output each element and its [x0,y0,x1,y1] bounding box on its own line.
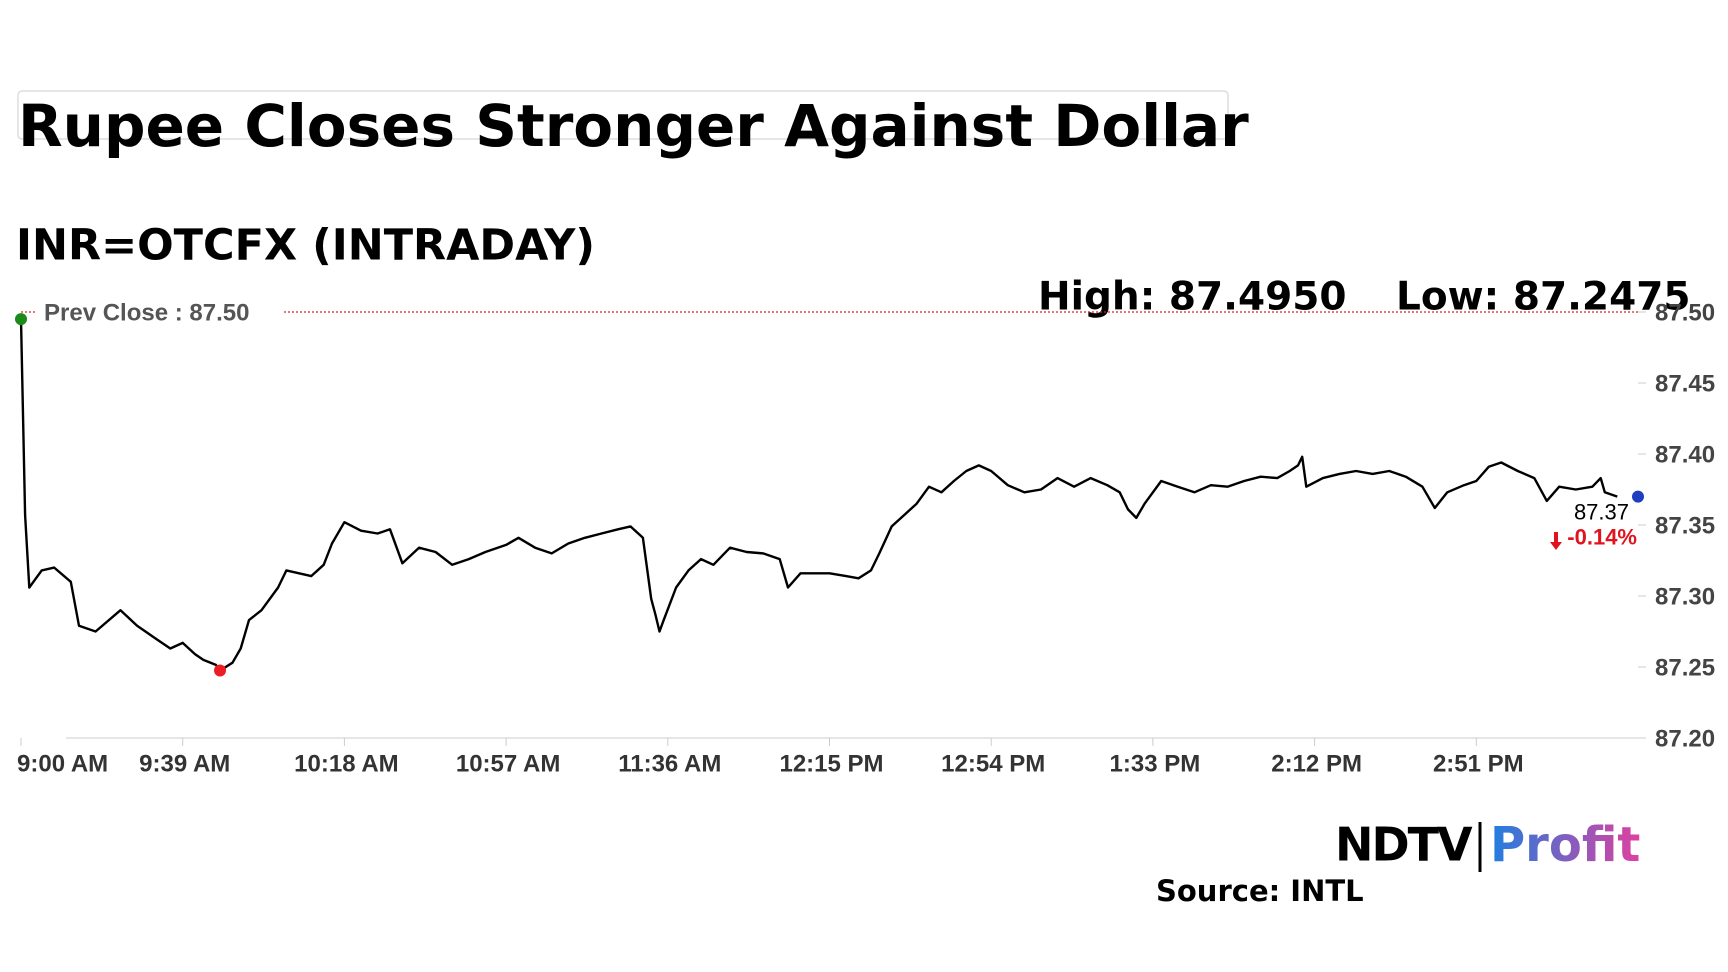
marker [15,313,27,326]
marker [1632,490,1644,503]
x-tick-label: 9:00 AM [17,750,108,777]
low-label: Low: 87.2475 [1396,275,1690,320]
x-tick-label: 12:54 PM [941,750,1045,777]
down-arrow [1550,532,1562,550]
y-tick-label: 87.30 [1655,583,1715,610]
x-tick-label: 9:39 AM [139,750,230,777]
y-tick-label: 87.45 [1655,370,1715,397]
x-tick-label: 2:12 PM [1271,750,1362,777]
x-tick-label: 11:36 AM [618,750,721,777]
price-line [19,319,1618,672]
x-tick-label: 2:51 PM [1433,750,1524,777]
y-tick-label: 87.35 [1655,512,1715,539]
logo-profit: Profit [1490,817,1640,873]
x-tick-label: 1:33 PM [1110,750,1201,777]
x-tick-label: 10:18 AM [294,750,398,777]
reference-label: Prev Close : 87.50 [44,299,249,326]
logo-ndtv: NDTV [1335,818,1473,872]
x-tick-label: 10:57 AM [456,750,560,777]
high-label: High: 87.4950 [1038,275,1347,320]
y-tick-label: 87.50 [1655,299,1715,326]
y-tick-label: 87.20 [1655,725,1715,752]
marker [214,664,227,677]
chart-subtitle: INR=OTCFX (INTRADAY) [16,221,595,271]
chart-title: Rupee Closes Stronger Against Dollar [18,92,1249,160]
y-tick-label: 87.25 [1655,654,1715,681]
title-box [17,90,1229,140]
y-tick-label: 87.40 [1655,441,1715,468]
source: Source: INTL [1156,874,1364,908]
last-value-label: 87.37 [1574,499,1629,524]
x-tick-label: 12:15 PM [779,750,883,777]
change-label: -0.14% [1567,524,1637,549]
